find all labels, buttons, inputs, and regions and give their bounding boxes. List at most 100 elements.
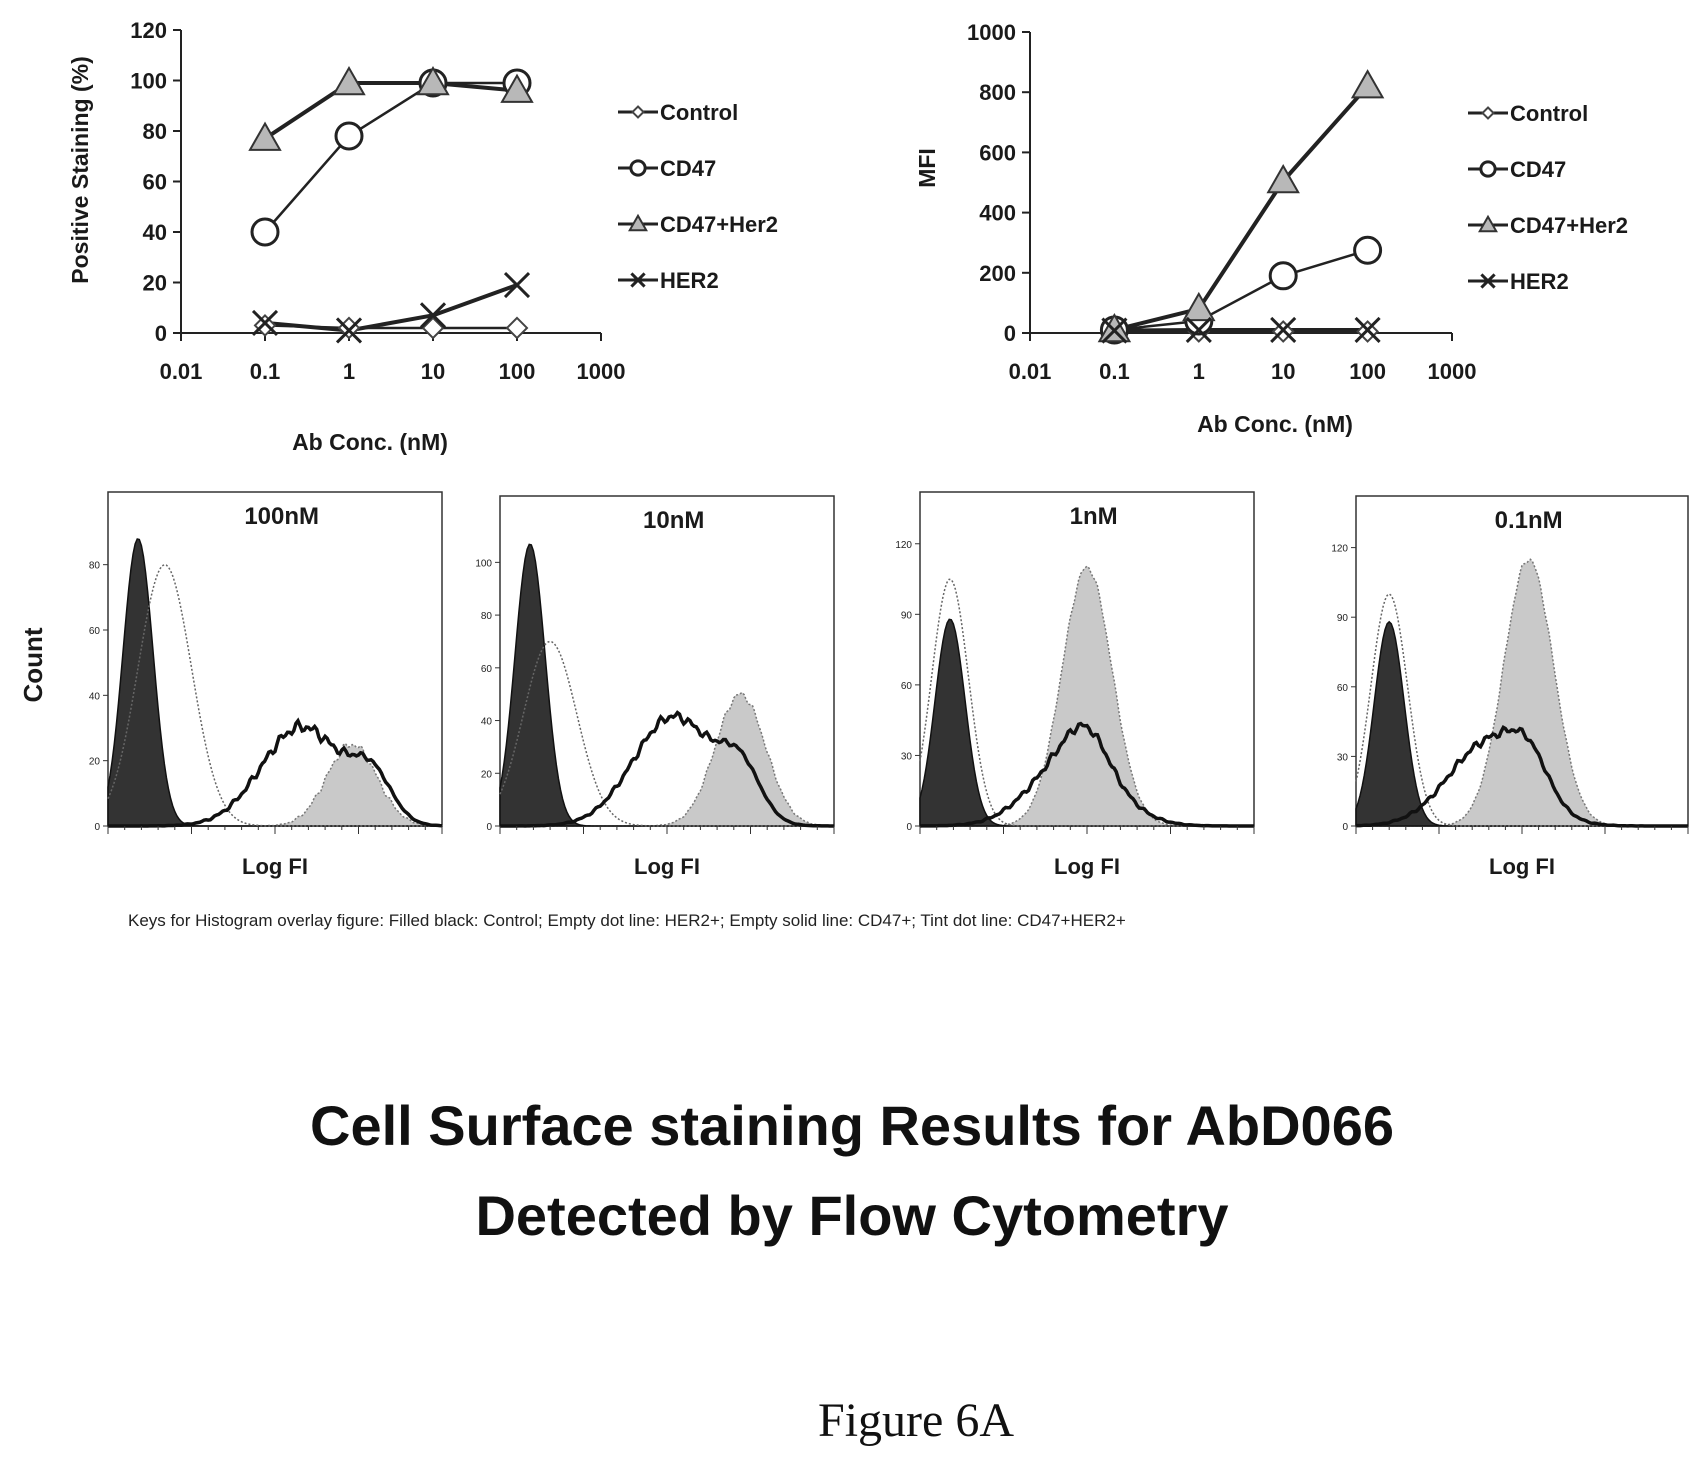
chart1-ytick-label: 0: [155, 321, 167, 346]
chart1-point-diamond: [253, 314, 277, 337]
histogram-panel-1: 0 20 40 60 80 100 10nM Log FI: [475, 495, 835, 879]
chart1-point-circle: [334, 121, 364, 151]
chart1-point-x: [630, 272, 646, 288]
chart1-series-line: [264, 283, 518, 333]
histogram-ytick-label: 20: [481, 769, 493, 780]
chart1-ytick-label: 60: [143, 170, 167, 195]
figure-title-line1: Cell Surface staining Results for AbD066: [310, 1094, 1394, 1157]
chart1-xtick-label: 1: [343, 359, 355, 384]
histogram-ytick-label: 0: [94, 822, 100, 833]
histogram-ytick-label: 60: [1337, 683, 1349, 694]
chart1-xtick-label: 10: [421, 359, 445, 384]
chart2-series-line: [1113, 84, 1370, 332]
histogram-row: Count 0 20 40 60 80 100nM Log FI 0 20 40 60 80 100 10…: [18, 491, 1689, 879]
chart1-point-x: [503, 271, 531, 299]
histogram-cd47-solid: [919, 721, 1255, 828]
histogram-ytick-label: 40: [89, 691, 101, 702]
chart1-point-triangle: [628, 213, 648, 232]
chart1-ytick-label: 40: [143, 220, 167, 245]
chart2-xtick-label: 10: [1271, 359, 1295, 384]
histogram-title: 1nM: [1070, 503, 1118, 530]
chart1-ylabel: Positive Staining (%): [67, 56, 93, 283]
chart2-xtick-label: 1: [1193, 359, 1205, 384]
histogram-count-label: Count: [18, 627, 48, 702]
histogram-ytick-label: 80: [481, 611, 493, 622]
line-chart-mfi: MFI Ab Conc. (nM) 0 200 400 600 800 1000 0.01 0…: [914, 20, 1628, 437]
chart2-xtick-label: 0.01: [1009, 359, 1052, 384]
chart2-series-line: [1114, 249, 1368, 332]
histogram-ytick-label: 40: [481, 717, 493, 728]
histogram-title: 0.1nM: [1495, 507, 1563, 534]
chart1-legend-entry: CD47: [660, 156, 716, 181]
chart1-point-x: [419, 302, 447, 329]
histogram-ytick-label: 80: [89, 561, 101, 572]
chart2-point-x: [1185, 316, 1212, 344]
chart1-xtick-label: 100: [499, 359, 536, 384]
chart1-ytick-label: 100: [130, 69, 167, 94]
chart2-xtick-label: 100: [1349, 359, 1386, 384]
histogram-ytick-label: 60: [481, 664, 493, 675]
chart1-legend-entry: Control: [660, 100, 738, 125]
histogram-ytick-label: 0: [1342, 822, 1348, 833]
chart2-ytick-label: 0: [1004, 321, 1016, 346]
histogram-title: 10nM: [643, 507, 704, 534]
histogram-ytick-label: 90: [901, 610, 913, 621]
figure-caption: Figure 6A: [818, 1394, 1014, 1447]
chart2-point-x: [1354, 316, 1381, 344]
chart2-point-circle: [1353, 235, 1383, 265]
histogram-ytick-label: 100: [475, 558, 492, 569]
chart2-point-triangle: [1266, 163, 1300, 194]
chart1-xlabel: Ab Conc. (nM): [292, 429, 448, 455]
chart1-legend-entry: HER2: [660, 268, 719, 293]
histogram-ytick-label: 30: [1337, 752, 1349, 763]
chart2-point-triangle: [1350, 69, 1385, 99]
chart2-ylabel: MFI: [914, 148, 940, 188]
chart1-point-x: [251, 309, 279, 336]
histogram-xlabel: Log FI: [1489, 854, 1555, 879]
histogram-ytick-label: 90: [1337, 613, 1349, 624]
histogram-ytick-label: 60: [89, 626, 101, 637]
chart1-point-triangle: [416, 66, 450, 96]
histogram-ytick-label: 30: [901, 751, 913, 762]
chart2-legend-entry: Control: [1510, 101, 1588, 126]
chart1-series-line: [263, 81, 518, 141]
histogram-ytick-label: 120: [895, 540, 912, 551]
chart1-point-circle: [629, 159, 647, 177]
chart2-ytick-label: 400: [979, 201, 1016, 226]
histogram-ytick-label: 120: [1331, 544, 1348, 555]
chart1-point-diamond: [337, 316, 361, 340]
figure-title-line2: Detected by Flow Cytometry: [475, 1184, 1228, 1247]
histogram-cd47-solid: [499, 710, 835, 828]
chart2-ytick-label: 1000: [967, 20, 1016, 45]
chart2-point-x: [1270, 316, 1297, 344]
histogram-cd47-solid: [107, 717, 443, 828]
chart1-series-line: [264, 81, 517, 233]
chart2-legend-entry: CD47: [1510, 157, 1566, 182]
chart1-point-triangle: [500, 73, 534, 103]
chart2-point-triangle: [1097, 312, 1132, 343]
chart1-ytick-label: 20: [143, 271, 167, 296]
chart2-point-circle: [1268, 261, 1298, 291]
histogram-ytick-label: 0: [906, 822, 912, 833]
histogram-xlabel: Log FI: [242, 854, 308, 879]
chart2-ytick-label: 200: [979, 261, 1016, 286]
chart2-xtick-label: 0.1: [1099, 359, 1130, 384]
histogram-ytick-label: 60: [901, 681, 913, 692]
chart2-legend-entry: HER2: [1510, 269, 1569, 294]
chart1-ytick-label: 120: [130, 18, 167, 43]
line-chart-positive-staining: Positive Staining (%) Ab Conc. (nM) 0 20 4…: [67, 18, 778, 455]
histogram-keys: Keys for Histogram overlay figure: Fille…: [128, 911, 1126, 930]
histogram-xlabel: Log FI: [634, 854, 700, 879]
histogram-panel-2: 0 30 60 90 120 1nM Log FI: [895, 491, 1255, 879]
chart2-point-triangle: [1182, 291, 1216, 322]
histogram-her2-dotted: [107, 563, 442, 827]
chart1-point-diamond: [631, 105, 645, 119]
chart1-point-x: [335, 317, 363, 344]
histogram-cd47-solid: [1355, 724, 1689, 828]
chart2-point-triangle: [1478, 214, 1498, 233]
histogram-her2-dotted: [499, 640, 834, 827]
chart1-xtick-label: 1000: [577, 359, 626, 384]
chart2-ytick-label: 600: [979, 140, 1016, 165]
